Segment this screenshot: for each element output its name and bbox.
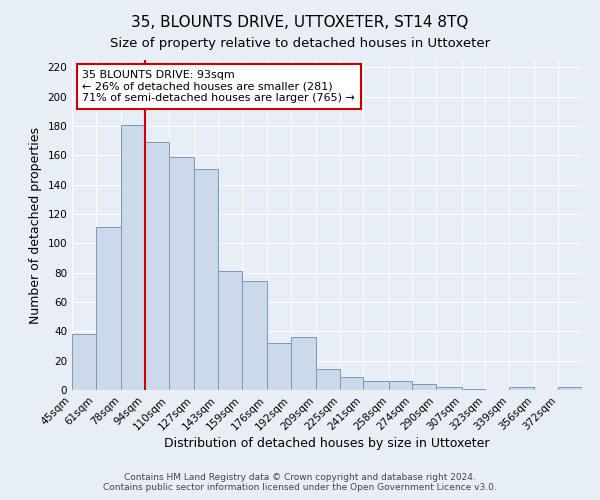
Bar <box>267 343 290 390</box>
Bar <box>389 381 412 390</box>
Text: 35 BLOUNTS DRIVE: 93sqm
← 26% of detached houses are smaller (281)
71% of semi-d: 35 BLOUNTS DRIVE: 93sqm ← 26% of detache… <box>82 70 355 103</box>
Bar <box>121 124 145 390</box>
Bar <box>316 370 340 390</box>
Bar <box>461 388 485 390</box>
Bar <box>169 157 194 390</box>
Bar <box>340 377 364 390</box>
X-axis label: Distribution of detached houses by size in Uttoxeter: Distribution of detached houses by size … <box>164 438 490 450</box>
Bar <box>364 381 389 390</box>
Bar <box>509 387 535 390</box>
Y-axis label: Number of detached properties: Number of detached properties <box>29 126 42 324</box>
Bar <box>96 227 121 390</box>
Text: Contains HM Land Registry data © Crown copyright and database right 2024.
Contai: Contains HM Land Registry data © Crown c… <box>103 473 497 492</box>
Bar <box>436 387 461 390</box>
Text: 35, BLOUNTS DRIVE, UTTOXETER, ST14 8TQ: 35, BLOUNTS DRIVE, UTTOXETER, ST14 8TQ <box>131 15 469 30</box>
Bar <box>218 271 242 390</box>
Bar <box>242 282 267 390</box>
Bar <box>558 387 582 390</box>
Bar <box>145 142 169 390</box>
Bar <box>194 168 218 390</box>
Text: Size of property relative to detached houses in Uttoxeter: Size of property relative to detached ho… <box>110 38 490 51</box>
Bar <box>412 384 436 390</box>
Bar <box>72 334 96 390</box>
Bar <box>290 337 316 390</box>
